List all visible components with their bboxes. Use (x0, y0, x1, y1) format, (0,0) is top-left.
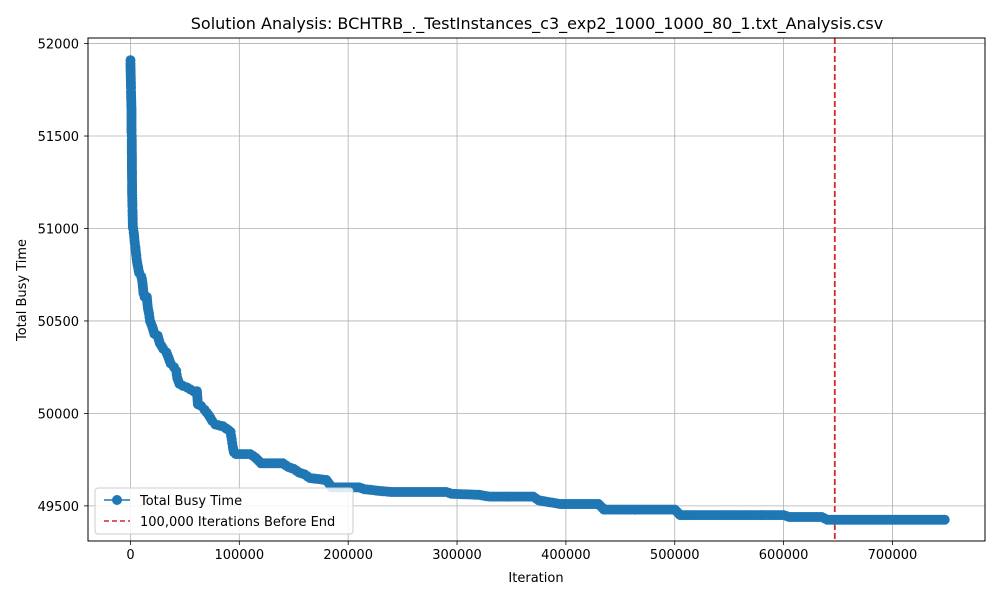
x-axis-ticks: 0 100000 200000 300000 400000 500000 600000 700… (126, 541, 917, 563)
series-markers (125, 55, 950, 525)
x-tick-label: 0 (126, 548, 134, 563)
series-group (125, 55, 950, 525)
x-axis-label: Iteration (508, 571, 563, 586)
x-tick-label: 100000 (214, 548, 264, 563)
legend-box (94, 487, 354, 535)
plot-frame (87, 37, 986, 542)
y-tick-label: 49500 (38, 500, 79, 515)
chart-title: Solution Analysis: BCHTRB_._TestInstance… (191, 14, 883, 34)
y-tick-label: 52000 (38, 38, 79, 53)
x-tick-label: 200000 (323, 548, 373, 563)
x-tick-label: 500000 (650, 548, 700, 563)
x-tick-label: 600000 (759, 548, 809, 563)
legend-series-marker (112, 495, 122, 505)
x-tick-label: 700000 (868, 548, 918, 563)
data-point (939, 514, 950, 525)
y-tick-label: 51500 (38, 130, 79, 145)
legend: Total Busy Time 100,000 Iterations Befor… (94, 487, 354, 535)
y-axis-label: Total Busy Time (15, 239, 30, 342)
y-axis-ticks: 49500 50000 50500 51000 51500 52000 (38, 38, 88, 515)
legend-reference-label: 100,000 Iterations Before End (140, 515, 335, 530)
y-tick-label: 50500 (38, 315, 79, 330)
x-tick-label: 300000 (432, 548, 482, 563)
x-tick-label: 400000 (541, 548, 591, 563)
y-tick-label: 51000 (38, 222, 79, 237)
y-tick-label: 50000 (38, 407, 79, 422)
legend-series-label: Total Busy Time (139, 494, 242, 509)
